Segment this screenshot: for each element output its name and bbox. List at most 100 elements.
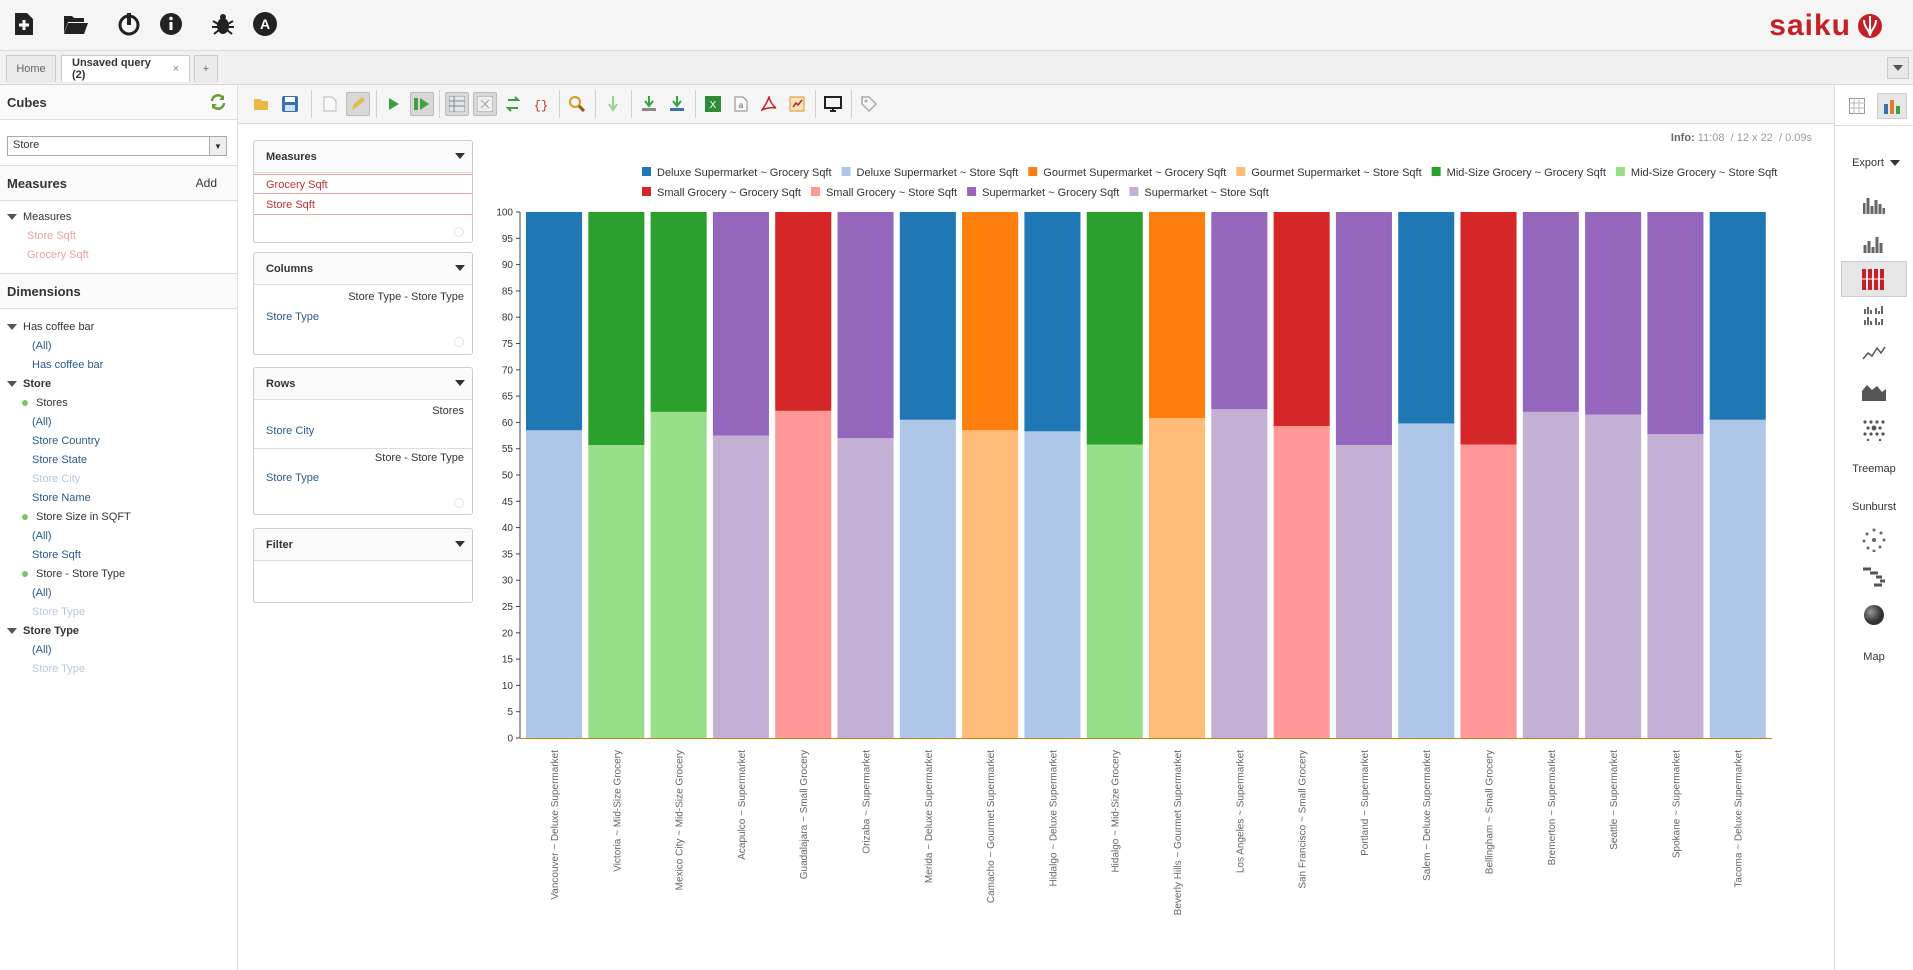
close-icon[interactable]: ×	[172, 63, 179, 75]
swap-axis-icon[interactable]	[501, 92, 525, 116]
chevron-down-icon[interactable]	[455, 380, 465, 386]
open-icon[interactable]	[250, 92, 274, 116]
hierarchy-stores[interactable]: Stores	[22, 397, 68, 409]
level-item[interactable]: Store Type	[32, 606, 85, 618]
bar-lower-segment	[899, 419, 956, 738]
tab-unsaved-query[interactable]: Unsaved query (2) ×	[61, 55, 190, 82]
zoom-icon[interactable]	[565, 92, 589, 116]
export-excel-icon[interactable]: X	[701, 92, 725, 116]
export-button[interactable]: Export	[1843, 153, 1909, 173]
chart-view-icon[interactable]	[1877, 93, 1907, 119]
level-item[interactable]: (All)	[32, 530, 52, 542]
level-item[interactable]: Store Country	[32, 435, 100, 447]
treemap-button[interactable]: Treemap	[1841, 459, 1907, 479]
level-item[interactable]: Store Name	[32, 492, 91, 504]
logout-icon[interactable]	[115, 10, 143, 38]
new-document-icon[interactable]	[318, 92, 342, 116]
hide-parents-icon[interactable]	[473, 92, 497, 116]
selected-measure[interactable]: Grocery Sqft	[254, 174, 472, 194]
add-measure-button[interactable]: Add	[195, 176, 217, 190]
chevron-down-icon[interactable]	[455, 153, 465, 159]
level-item[interactable]: Store Sqft	[32, 549, 81, 561]
info-icon[interactable]	[157, 10, 185, 38]
auto-run-icon[interactable]	[410, 92, 434, 116]
tab-home[interactable]: Home	[6, 55, 56, 82]
sphere-icon[interactable]	[1841, 600, 1907, 630]
edit-icon[interactable]	[346, 92, 370, 116]
add-tab-button[interactable]: +	[194, 55, 218, 82]
bar-lower-segment	[1024, 431, 1081, 738]
level-item[interactable]: Store State	[32, 454, 88, 466]
x-tick-label: Los Angeles ~ Supermarket	[1235, 750, 1246, 873]
bar-lower-segment	[1709, 419, 1766, 738]
dimension-store-type[interactable]: Store Type	[7, 625, 79, 637]
measure-item[interactable]: Grocery Sqft	[27, 249, 89, 261]
top-bar: A saiku	[0, 0, 1913, 51]
level-item[interactable]: Store Type	[32, 663, 85, 675]
sunburst-button[interactable]: Sunburst	[1841, 497, 1907, 517]
bar-upper-segment	[775, 212, 832, 411]
row-hierarchy[interactable]: Store - Store Type	[374, 452, 464, 464]
svg-text:{}: {}	[534, 99, 548, 112]
column-level[interactable]: Store Type	[266, 311, 319, 323]
level-item[interactable]: Store City	[32, 473, 81, 485]
open-query-icon[interactable]	[62, 10, 90, 38]
presentation-icon[interactable]	[821, 92, 845, 116]
level-item[interactable]: (All)	[32, 416, 52, 428]
hierarchy-store-size[interactable]: Store Size in SQFT	[22, 511, 131, 523]
save-icon[interactable]	[278, 92, 302, 116]
tab-bar: Home Unsaved query (2) × +	[0, 51, 1913, 85]
bar-chart-icon[interactable]	[1841, 189, 1907, 219]
stacked-bar-100-icon[interactable]	[1841, 261, 1907, 297]
scatter-icon[interactable]	[1841, 525, 1907, 555]
legend-swatch	[967, 187, 977, 196]
row-hierarchy[interactable]: Stores	[432, 405, 464, 417]
run-query-icon[interactable]	[382, 92, 406, 116]
chevron-down-icon[interactable]	[455, 265, 465, 271]
table-view-icon[interactable]	[1842, 93, 1872, 119]
export-csv-icon[interactable]: a	[729, 92, 753, 116]
multi-bar-icon[interactable]	[1841, 300, 1907, 330]
mdx-icon[interactable]: {}	[529, 92, 553, 116]
level-item[interactable]: (All)	[32, 587, 52, 599]
remove-icon[interactable]	[454, 227, 464, 237]
measures-group[interactable]: Measures	[7, 211, 71, 223]
multiple-bar-chart-icon[interactable]	[1841, 228, 1907, 258]
tab-menu-button[interactable]	[1887, 57, 1909, 79]
x-tick-label: Salem ~ Deluxe Supermarket	[1422, 750, 1433, 881]
dimension-has-coffee-bar[interactable]: Has coffee bar	[7, 321, 94, 333]
row-level[interactable]: Store City	[266, 425, 315, 437]
admin-icon[interactable]: A	[251, 10, 279, 38]
drill-through-icon[interactable]	[637, 92, 661, 116]
new-query-icon[interactable]	[10, 10, 38, 38]
non-empty-icon[interactable]	[445, 92, 469, 116]
cube-select[interactable]: Store ▼	[7, 136, 227, 156]
bar-upper-segment	[588, 212, 645, 446]
level-item[interactable]: (All)	[32, 340, 52, 352]
level-item[interactable]: (All)	[32, 644, 52, 656]
report-icon[interactable]	[785, 92, 809, 116]
dimension-store[interactable]: Store	[7, 378, 51, 390]
waterfall-icon[interactable]	[1841, 563, 1907, 593]
tag-icon[interactable]	[857, 92, 881, 116]
area-chart-icon[interactable]	[1841, 377, 1907, 407]
remove-icon[interactable]	[454, 498, 464, 508]
column-hierarchy[interactable]: Store Type - Store Type	[348, 291, 464, 303]
selected-measure[interactable]: Store Sqft	[254, 195, 472, 215]
row-level[interactable]: Store Type	[266, 472, 319, 484]
hierarchy-store-type[interactable]: Store - Store Type	[22, 568, 125, 580]
heatgrid-icon[interactable]	[1841, 415, 1907, 445]
bar-upper-segment	[962, 212, 1019, 431]
remove-icon[interactable]	[454, 337, 464, 347]
bug-icon[interactable]	[209, 10, 237, 38]
export-drill-through-icon[interactable]	[665, 92, 689, 116]
line-chart-icon[interactable]	[1841, 338, 1907, 368]
measure-item[interactable]: Store Sqft	[27, 230, 76, 242]
export-pdf-icon[interactable]	[757, 92, 781, 116]
drill-down-icon[interactable]	[601, 92, 625, 116]
refresh-icon[interactable]	[209, 94, 227, 110]
chevron-down-icon[interactable]	[455, 541, 465, 547]
level-item[interactable]: Has coffee bar	[32, 359, 104, 371]
x-tick-label: Guadalajara ~ Small Grocery	[799, 750, 810, 879]
map-button[interactable]: Map	[1841, 647, 1907, 667]
